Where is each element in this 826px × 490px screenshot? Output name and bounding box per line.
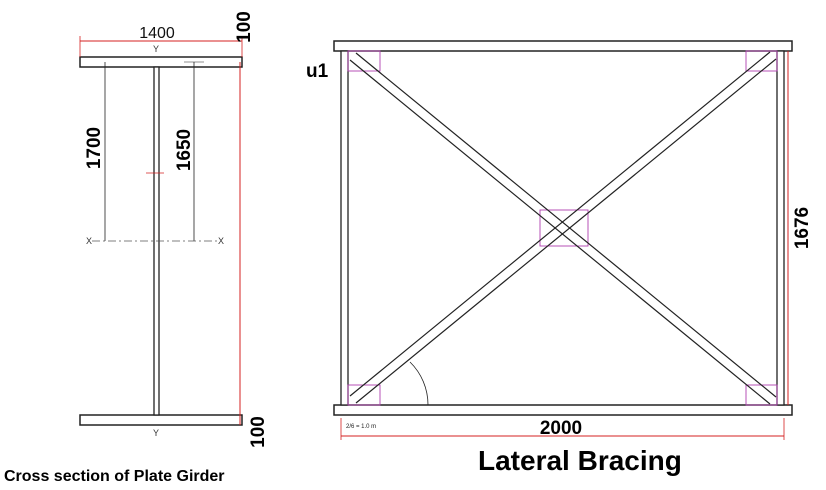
member-u1-label: u1 (306, 61, 329, 82)
width-2000-label: 2000 (540, 418, 582, 439)
left-vertical-member (340, 50, 349, 406)
diagonal-brace-2 (349, 51, 777, 404)
y-axis-top-label: Y (153, 44, 159, 54)
plate-girder-cross-section: 1400 100 100 1700 1650 X X Y Y Cross sec… (4, 11, 269, 485)
bottom-flange (79, 414, 243, 426)
top-flange-thickness-label: 100 (234, 11, 255, 43)
gusset-plates (347, 50, 778, 406)
x-axis-left-label: X (86, 236, 92, 246)
bottom-flange-thickness-label: 100 (248, 416, 269, 448)
plate-girder-caption: Cross section of Plate Girder (4, 468, 225, 485)
diagonal-brace-1 (349, 52, 777, 405)
height-1676-label: 1676 (792, 207, 813, 249)
lateral-bracing-caption: Lateral Bracing (478, 445, 682, 476)
x-axis-right-label: X (218, 236, 224, 246)
top-flange (79, 56, 243, 68)
depth-1650-label: 1650 (174, 129, 195, 171)
top-chord-member (333, 40, 793, 52)
spacing-note: 2/6 = 1.0 m (346, 424, 376, 430)
y-axis-bottom-label: Y (153, 428, 159, 438)
top-width-label: 1400 (139, 25, 175, 42)
depth-1700-label: 1700 (84, 127, 105, 169)
bottom-chord-member (333, 404, 793, 416)
lateral-bracing-plan: 1676 2000 2/6 = 1.0 m u1 Lateral Bracing (306, 40, 813, 476)
right-vertical-member (776, 50, 785, 406)
angle-arc (409, 361, 429, 406)
